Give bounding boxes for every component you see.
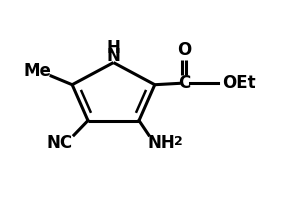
Text: Me: Me	[23, 62, 51, 80]
Text: N: N	[106, 47, 120, 65]
Text: OEt: OEt	[222, 74, 256, 92]
Text: NC: NC	[47, 134, 73, 152]
Text: C: C	[178, 74, 190, 92]
Text: H: H	[106, 39, 120, 57]
Text: O: O	[177, 41, 191, 59]
Text: 2: 2	[174, 135, 183, 148]
Text: NH: NH	[147, 134, 175, 152]
